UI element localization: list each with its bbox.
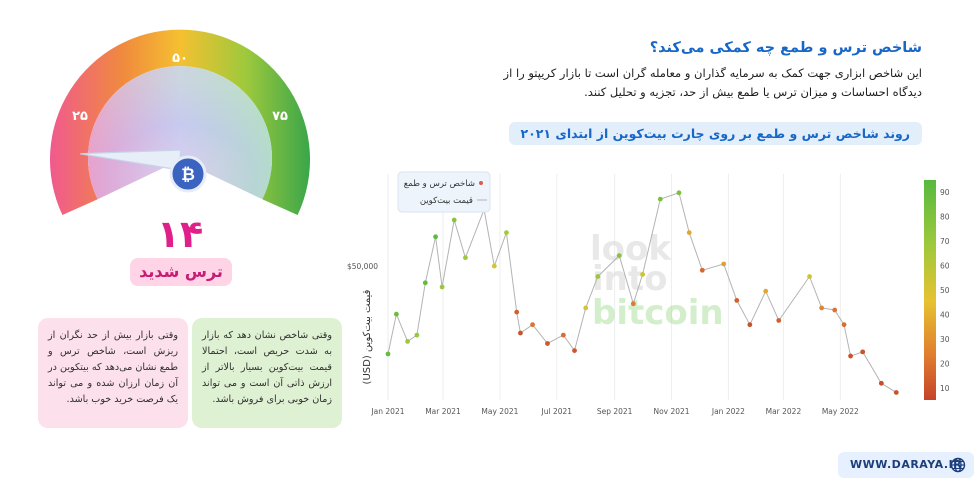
colorbar-tick-label: 50 (940, 286, 950, 295)
watermark-word: look (590, 229, 672, 269)
gauge-tick-label: ۲۵ (72, 109, 88, 124)
data-point (583, 305, 589, 311)
data-point (463, 255, 468, 261)
data-point (518, 330, 523, 336)
fear-tip-box: وقتی بازار بیش از حد نگران از ریزش است، … (38, 318, 188, 428)
colorbar (924, 180, 936, 400)
colorbar-tick-label: 40 (940, 310, 950, 319)
price-series-line (387, 192, 897, 393)
colorbar-tick-label: 30 (940, 335, 950, 344)
colorbar-tick-label: 60 (940, 262, 950, 271)
x-tick-label: Mar 2021 (425, 407, 461, 416)
gauge-outer-band (50, 29, 311, 216)
chart-title: روند شاخص ترس و طمع بر روی چارت بیت‌کوین… (508, 122, 922, 145)
data-point (491, 263, 497, 269)
data-point (422, 280, 428, 286)
colorbar-tick-label: 80 (940, 213, 950, 222)
data-point (393, 311, 399, 317)
colorbar-tick-label: 90 (940, 188, 950, 197)
colorbar-tick-label: 70 (940, 237, 950, 246)
fear-tip-text: وقتی بازار بیش از حد نگران از ریزش است، … (48, 330, 178, 405)
data-point (860, 349, 866, 355)
data-point (405, 339, 410, 344)
site-link[interactable]: WWW.DARAYA.IR (838, 452, 974, 478)
data-point (572, 348, 577, 354)
data-point (776, 318, 782, 323)
x-tick-label: Mar 2022 (766, 407, 802, 416)
legend-marker-fear-greed (479, 181, 483, 185)
y-axis-label: قیمت بیت‌کوین (USD) (362, 289, 373, 384)
data-point (595, 274, 601, 279)
gauge-tick-label: ۰ (72, 210, 80, 225)
data-point (616, 253, 622, 259)
data-point (451, 217, 457, 223)
data-point (841, 322, 847, 328)
fear-greed-gauge: ۰ ۲۵ ۵۰ ۷۵ ۱۰۰ ₿ (50, 29, 311, 225)
data-point (676, 190, 682, 196)
x-tick-label: May 2021 (481, 407, 518, 416)
x-tick-label: Nov 2021 (653, 407, 689, 416)
gauge-value: ۱۴ (156, 212, 204, 256)
chart-legend: شاخص ترس و طمع قیمت بیت‌کوین (397, 171, 491, 213)
data-point (819, 305, 825, 311)
data-point (848, 353, 853, 359)
data-point (385, 351, 391, 357)
x-tick-label: Jan 2021 (370, 407, 404, 416)
data-point (439, 284, 445, 290)
svg-text:₿: ₿ (181, 165, 195, 185)
section-heading: شاخص ترس و طمع چه کمکی می‌کند؟ (649, 40, 922, 56)
x-tick-label: Jul 2021 (541, 407, 573, 416)
legend-item: شاخص ترس و طمع (404, 179, 475, 189)
y-tick-label: $50,000 (347, 262, 378, 271)
x-tick-label: Sep 2021 (597, 407, 633, 416)
greed-tip-text: وقتی شاخص نشان دهد که بازار به شدت حریص … (202, 330, 332, 405)
data-point (530, 322, 535, 328)
globe-icon (950, 457, 966, 473)
watermark-word: bitcoin (592, 293, 724, 333)
data-point (734, 297, 740, 303)
gauge-tick-label: ۱۰۰ (275, 210, 299, 225)
data-point (832, 307, 838, 313)
data-point (763, 288, 769, 294)
data-point (560, 332, 566, 338)
legend-item: قیمت بیت‌کوین (420, 196, 473, 206)
bitcoin-fear-greed-chart: look into bitcoin $50,000 قیمت بیت‌کوین … (347, 171, 950, 416)
data-point (807, 274, 812, 279)
colorbar-tick-label: 20 (940, 359, 950, 368)
data-point (721, 261, 727, 267)
greed-tip-box: وقتی شاخص نشان دهد که بازار به شدت حریص … (192, 318, 342, 428)
data-point (657, 196, 663, 202)
site-url: WWW.DARAYA.IR (850, 458, 963, 471)
data-point (514, 309, 520, 315)
x-tick-label: May 2022 (822, 407, 859, 416)
gauge-status-badge: ترس شدید (130, 258, 232, 286)
data-point (630, 301, 636, 307)
data-point (433, 234, 438, 240)
data-point (878, 380, 884, 386)
data-point (504, 230, 509, 235)
colorbar-tick-label: 10 (940, 384, 950, 393)
data-point (545, 341, 550, 346)
data-point (699, 267, 705, 273)
data-point (686, 230, 692, 235)
gauge-tick-label: ۷۵ (272, 109, 288, 124)
x-tick-label: Jan 2022 (711, 407, 745, 416)
bitcoin-icon: ₿ (169, 155, 207, 193)
data-point (414, 332, 420, 338)
data-point (747, 322, 753, 328)
gauge-tick-label: ۵۰ (172, 51, 188, 66)
data-point (893, 390, 899, 395)
data-point (640, 272, 646, 277)
intro-paragraph: این شاخص ابزاری جهت کمک به سرمایه گذاران… (503, 66, 922, 99)
